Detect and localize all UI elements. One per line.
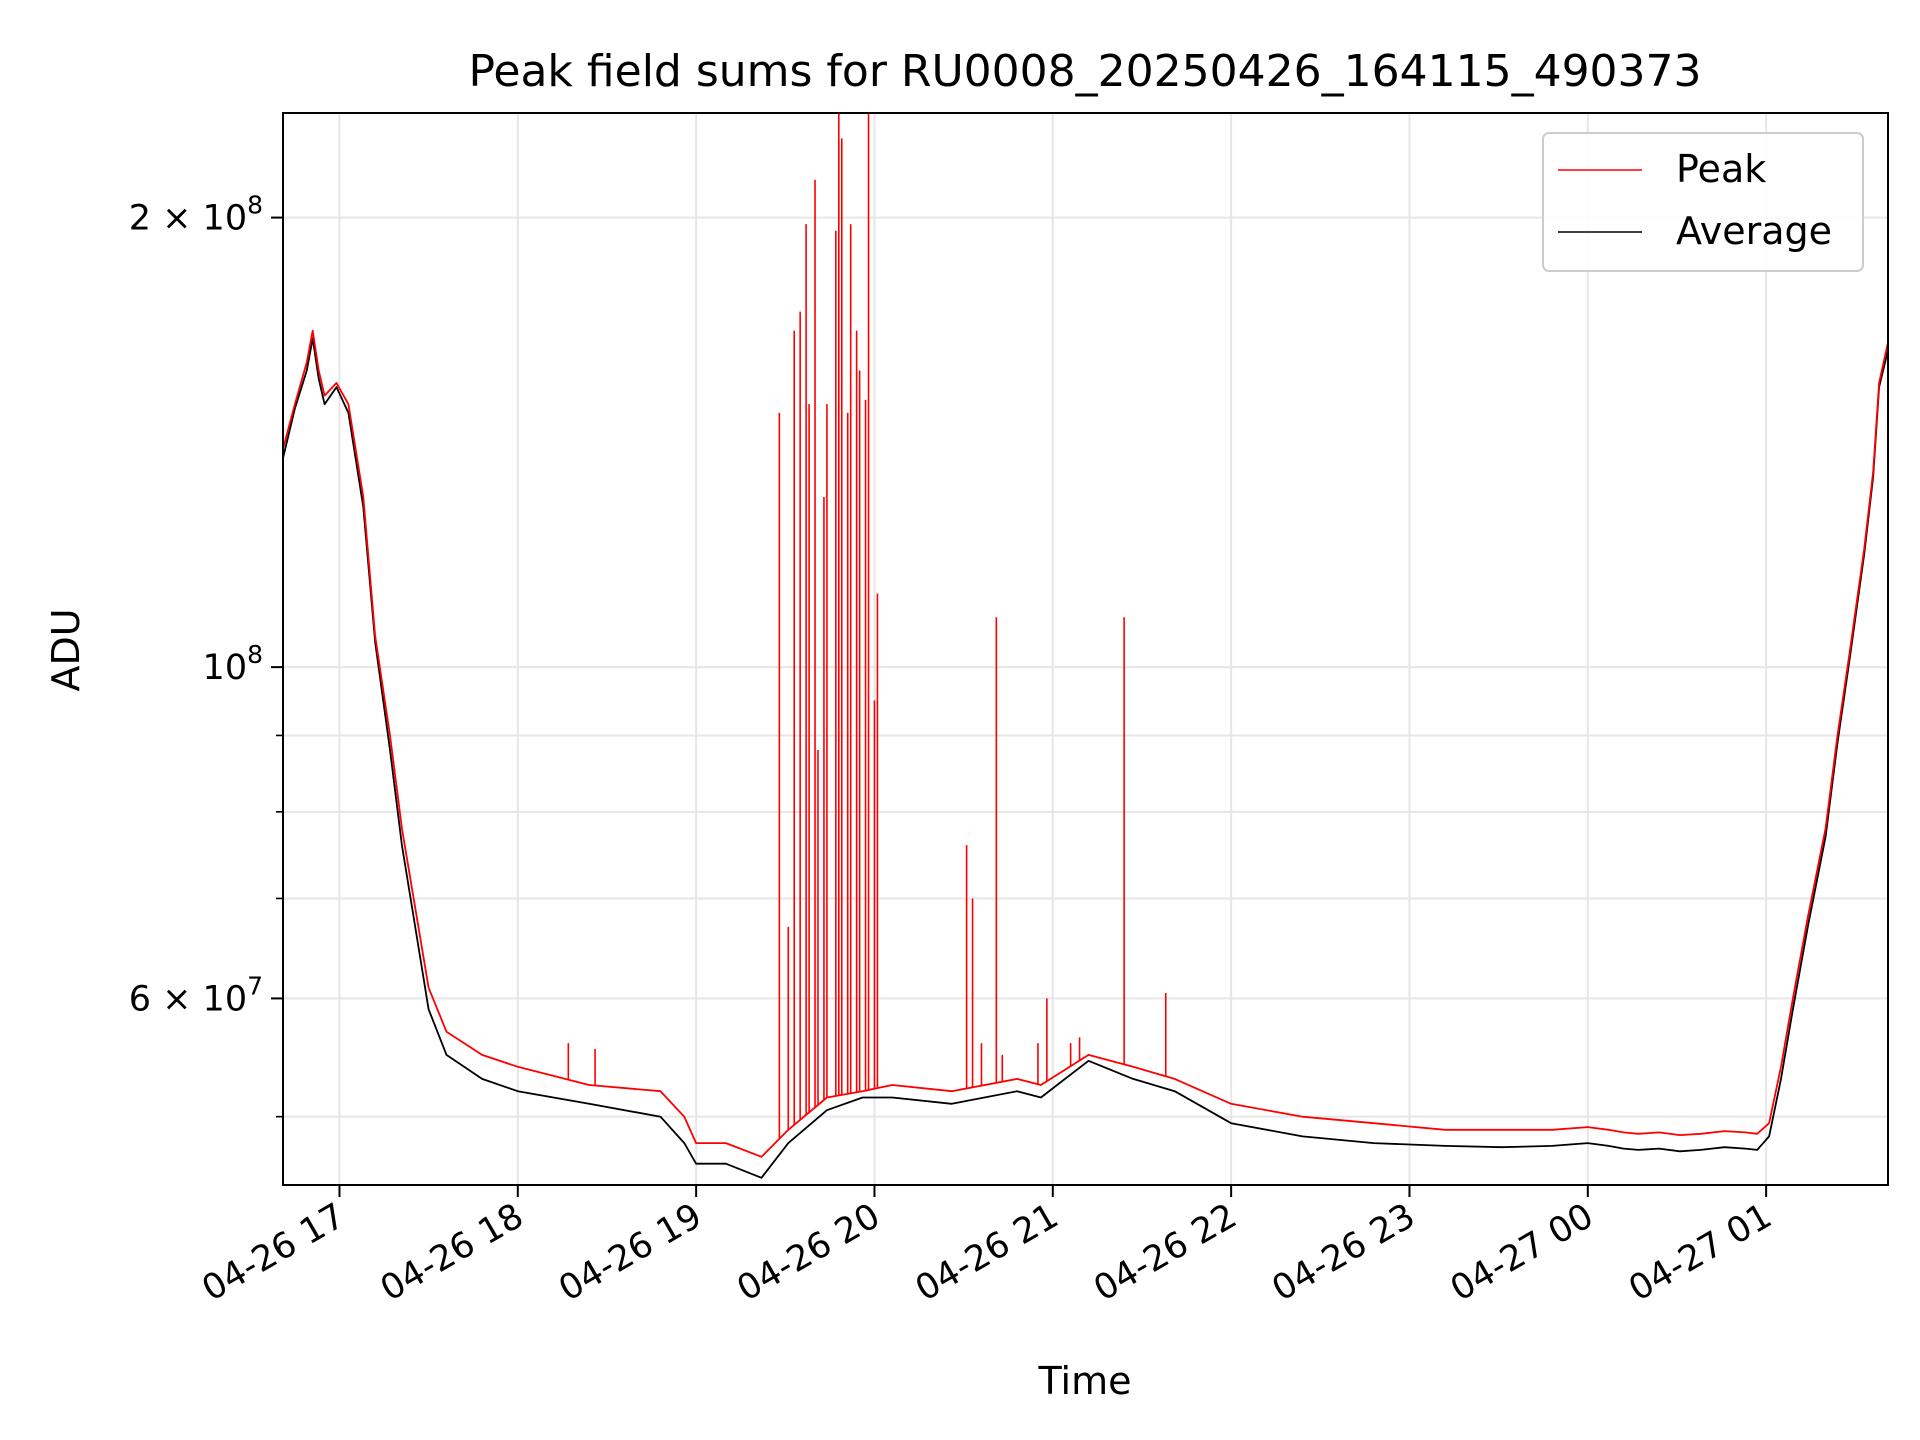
x-tick-label: 04-26 20: [731, 1196, 887, 1309]
y-axis-label: ADU: [44, 608, 88, 691]
x-tick-label: 04-26 17: [196, 1196, 352, 1309]
series-layer: [282, 113, 1889, 1179]
legend-peak-label: Peak: [1676, 147, 1766, 191]
legend: Peak Average: [1542, 132, 1864, 272]
x-tick-label: 04-26 22: [1087, 1196, 1243, 1309]
x-axis-label: Time: [1038, 1359, 1132, 1403]
x-tick-label: 04-27 01: [1622, 1196, 1778, 1309]
axes: 04-26 17 04-26 18 04-26 19 04-26 20 04-26 21…: [129, 191, 1779, 1310]
x-tick-label: 04-26 19: [552, 1196, 708, 1309]
legend-box: [1542, 132, 1864, 272]
y-tick-label: 2 × 108: [129, 191, 263, 239]
series-line-average: [282, 337, 1889, 1179]
plot-frame: [282, 112, 1889, 1186]
series-line-peak: [282, 329, 1889, 1158]
y-tick-label: 6 × 107: [129, 971, 263, 1019]
chart-title: Peak field sums for RU0008_20250426_1641…: [468, 46, 1701, 97]
x-tick-label: 04-27 00: [1444, 1196, 1600, 1309]
x-tick-label: 04-26 21: [909, 1196, 1065, 1309]
legend-average-label: Average: [1676, 209, 1832, 253]
x-tick-label: 04-26 18: [374, 1196, 530, 1309]
y-tick-label: 108: [203, 640, 263, 688]
x-tick-label: 04-26 23: [1266, 1196, 1422, 1309]
grid: [283, 113, 1888, 1185]
